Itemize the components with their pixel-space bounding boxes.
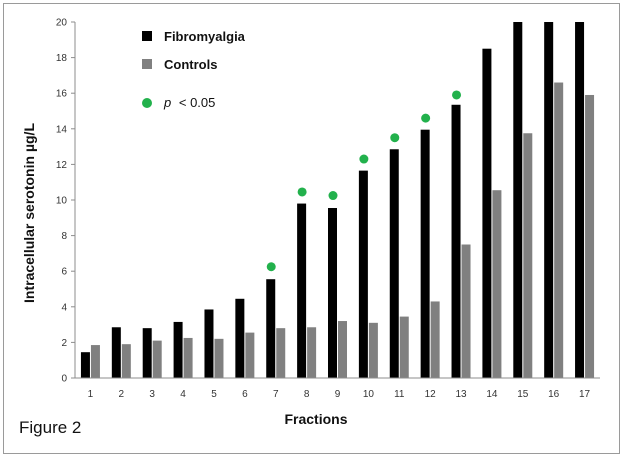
significance-p-label: p — [163, 95, 171, 110]
y-tick-label: 14 — [56, 124, 68, 135]
y-tick-label: 0 — [61, 374, 67, 385]
legend-swatch-controls — [142, 59, 152, 69]
bar-controls — [90, 345, 100, 378]
x-tick-label: 7 — [273, 389, 279, 400]
y-axis-title: Intracellular serotonin µg/L — [21, 123, 37, 303]
bar-controls — [368, 322, 378, 378]
x-tick-label: 4 — [180, 389, 186, 400]
y-tick-label: 18 — [56, 53, 68, 64]
y-tick-label: 2 — [61, 338, 67, 349]
bar-fibromyalgia — [544, 22, 554, 378]
bar-controls — [276, 328, 286, 378]
x-axis-title: Fractions — [284, 411, 347, 427]
legend: Fibromyalgia Controls p < 0.05 — [142, 29, 246, 110]
bar-fibromyalgia — [173, 321, 183, 378]
bar-fibromyalgia — [575, 22, 585, 378]
bar-controls — [338, 321, 347, 378]
x-tick-label: 6 — [242, 389, 248, 400]
bar-fibromyalgia — [420, 129, 430, 378]
legend-label-significance: p < 0.05 — [163, 95, 215, 110]
bar-fibromyalgia — [80, 352, 90, 378]
bar-fibromyalgia — [297, 203, 307, 378]
x-tick-label: 15 — [517, 389, 529, 400]
bar-controls — [152, 340, 162, 378]
significance-dot — [421, 113, 431, 123]
x-tick-label: 13 — [455, 389, 467, 400]
significance-dot — [390, 133, 400, 143]
x-tick-label: 14 — [486, 389, 498, 400]
bar-controls — [307, 327, 317, 378]
bar-fibromyalgia — [482, 48, 492, 378]
bar-fibromyalgia — [358, 170, 368, 378]
x-tick-label: 10 — [363, 389, 375, 400]
significance-dot — [297, 187, 307, 197]
significance-dot — [266, 262, 276, 272]
bar-controls — [430, 301, 440, 378]
bars — [80, 22, 595, 379]
bar-controls — [523, 133, 533, 378]
bar-controls — [121, 344, 131, 378]
y-axis-ticks: 0 2 4 6 8 10 12 14 16 18 20 — [56, 18, 75, 385]
significance-dot — [452, 90, 462, 100]
x-tick-label: 1 — [88, 389, 94, 400]
y-tick-label: 12 — [56, 160, 68, 171]
bar-fibromyalgia — [266, 279, 276, 378]
bar-controls — [461, 244, 471, 378]
bar-fibromyalgia — [451, 104, 461, 379]
bar-fibromyalgia — [235, 298, 245, 378]
bar-fibromyalgia — [513, 22, 523, 378]
y-tick-label: 20 — [56, 18, 68, 29]
x-tick-label: 11 — [394, 389, 405, 400]
bar-fibromyalgia — [142, 328, 152, 378]
bar-fibromyalgia — [328, 208, 337, 378]
significance-dot — [359, 154, 369, 164]
y-tick-label: 6 — [61, 267, 67, 278]
y-tick-label: 8 — [61, 231, 67, 242]
x-tick-label: 5 — [211, 389, 217, 400]
legend-label-fibromyalgia: Fibromyalgia — [164, 29, 246, 44]
x-axis-ticks: 1 2 3 4 5 6 7 8 9 10 11 12 13 14 15 16 17 — [88, 389, 591, 400]
legend-marker-significance — [142, 98, 152, 108]
x-tick-label: 3 — [149, 389, 155, 400]
x-tick-label: 12 — [425, 389, 437, 400]
x-tick-label: 16 — [548, 389, 560, 400]
x-tick-label: 17 — [579, 389, 591, 400]
bar-fibromyalgia — [389, 149, 399, 378]
legend-label-controls: Controls — [164, 57, 217, 72]
legend-swatch-fibromyalgia — [142, 31, 152, 41]
bar-fibromyalgia — [111, 327, 121, 378]
figure-label: Figure 2 — [19, 418, 81, 437]
bar-controls — [245, 332, 255, 378]
bar-controls — [399, 316, 409, 378]
bar-controls — [214, 338, 224, 378]
bar-fibromyalgia — [204, 309, 214, 378]
bar-controls — [585, 94, 595, 378]
x-tick-label: 8 — [304, 389, 310, 400]
bar-controls — [183, 337, 193, 378]
y-tick-label: 4 — [61, 302, 67, 313]
bar-controls — [554, 82, 564, 379]
significance-dot — [328, 191, 338, 201]
significance-markers — [266, 90, 462, 272]
x-tick-label: 2 — [119, 389, 125, 400]
bar-controls — [492, 190, 502, 378]
x-tick-label: 9 — [335, 389, 341, 400]
y-tick-label: 16 — [56, 89, 68, 100]
significance-threshold-label: < 0.05 — [179, 95, 216, 110]
y-tick-label: 10 — [56, 196, 68, 207]
